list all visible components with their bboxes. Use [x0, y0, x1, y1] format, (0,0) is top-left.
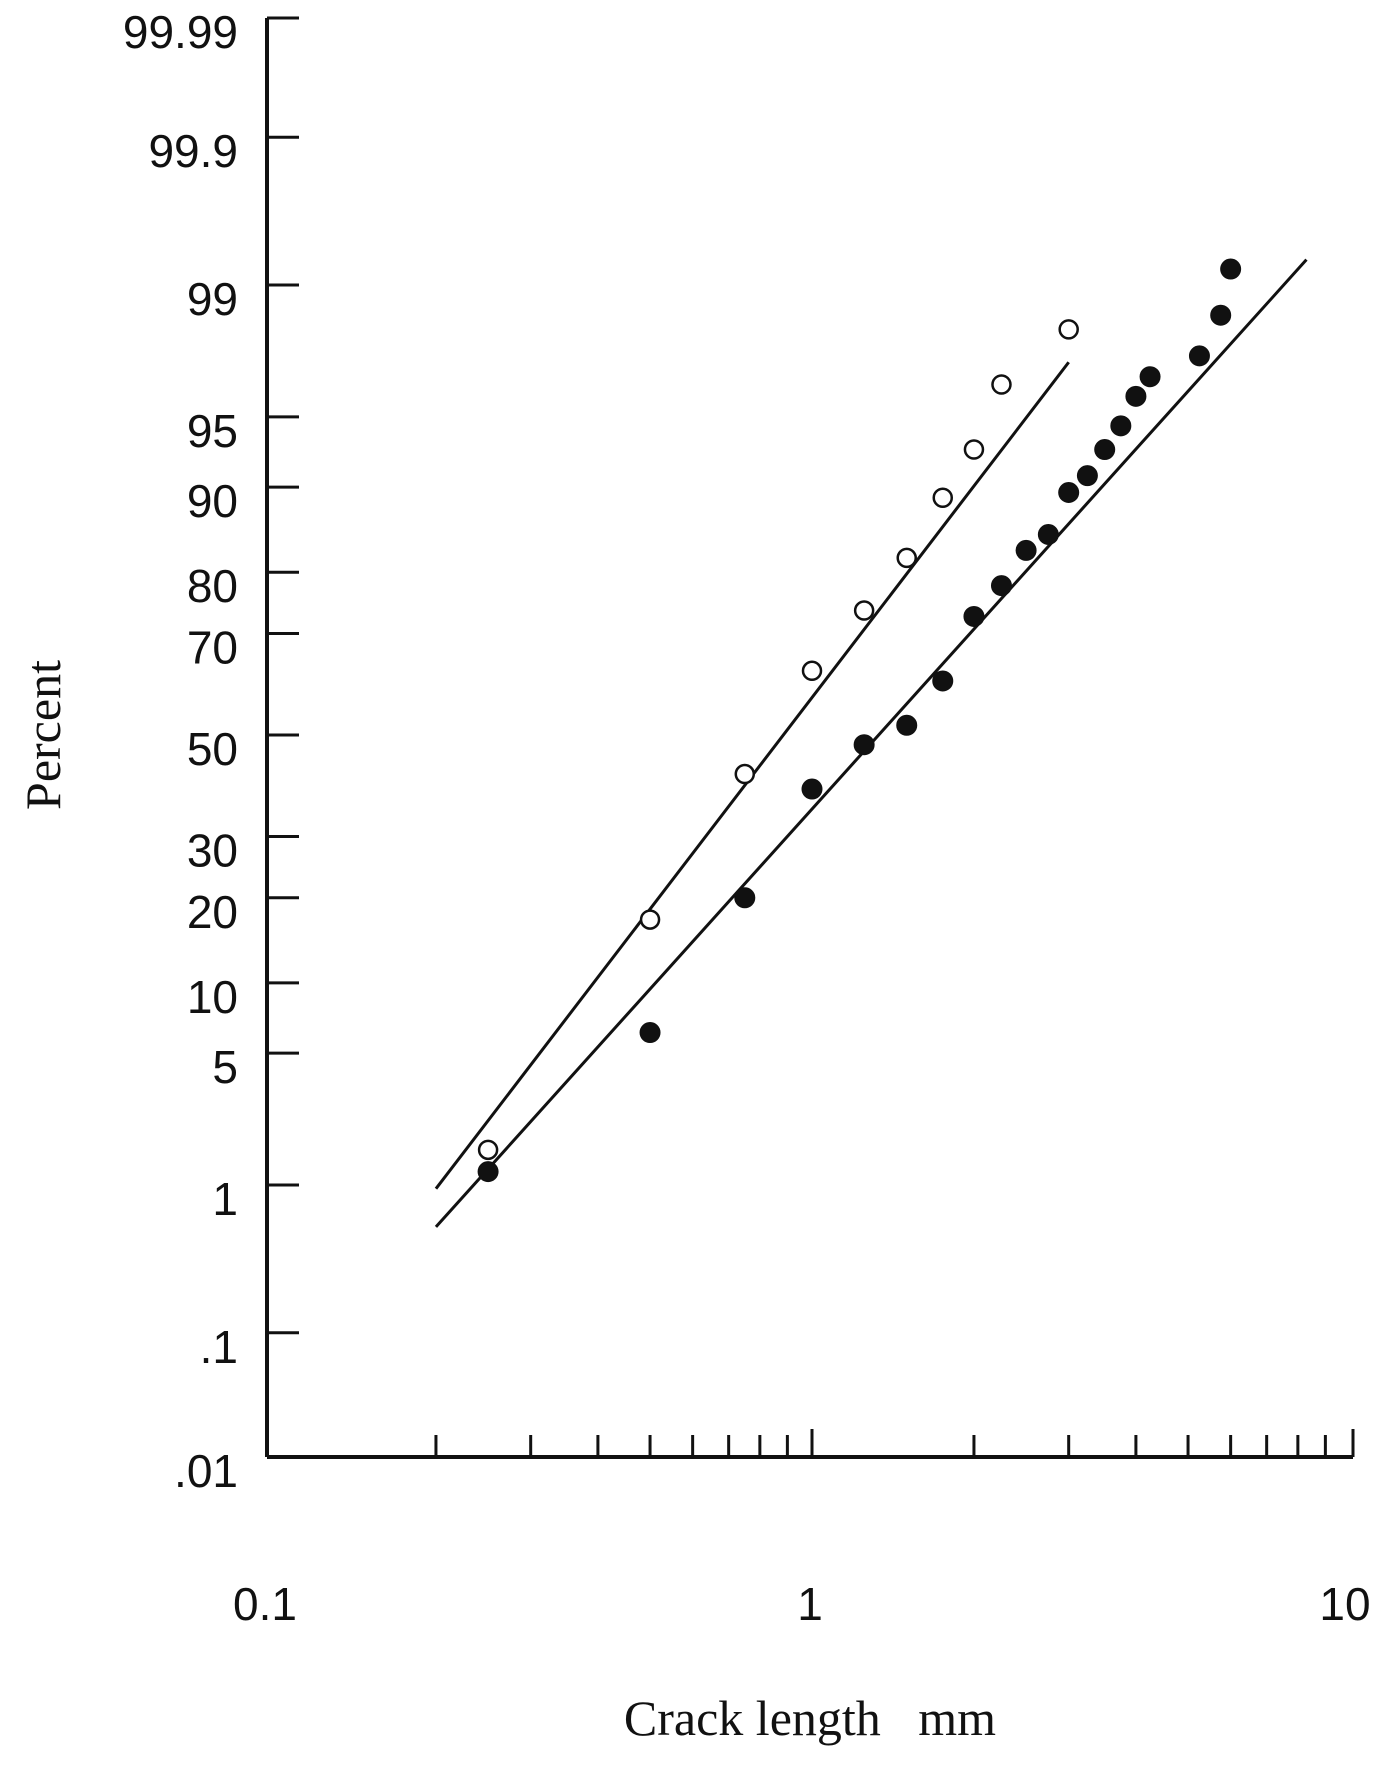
filled-data-point: [1125, 385, 1147, 407]
x-tick-label: 0.1: [233, 1578, 297, 1630]
y-tick-label: 20: [187, 886, 238, 938]
filled-data-point: [1220, 258, 1242, 280]
y-tick-label: 99.9: [148, 125, 238, 177]
y-tick-label: 80: [187, 560, 238, 612]
open-data-point: [477, 1139, 499, 1161]
open-data-point: [963, 439, 985, 460]
y-tick-label: 95: [187, 405, 238, 457]
open-data-point: [1058, 319, 1079, 340]
filled-data-point: [990, 575, 1012, 597]
y-tick-label: 10: [187, 971, 238, 1023]
filled-data-point: [1015, 539, 1037, 561]
filled-data-point: [1139, 366, 1161, 388]
filled-data-point: [801, 778, 823, 800]
filled-data-point: [896, 714, 918, 736]
y-tick-label: .1: [200, 1321, 238, 1373]
filled-data-point: [963, 605, 985, 627]
open-data-point: [932, 487, 954, 508]
y-tick-label: 1: [212, 1173, 238, 1225]
y-tick-label: 70: [187, 622, 238, 674]
filled-data-point: [1076, 465, 1098, 487]
filled-data-point: [1110, 415, 1132, 437]
y-tick-label: 30: [187, 824, 238, 876]
filled-data-point: [1037, 524, 1059, 546]
open-data-point: [991, 374, 1012, 395]
y-tick-labels: 99.99 99.9 99 95 90 80 70 50 30 20 10 5 1 .1 .01: [123, 6, 238, 1497]
x-tick-label: 10: [1319, 1578, 1370, 1630]
open-data-point: [853, 600, 875, 621]
filled-data-point: [932, 670, 954, 692]
y-tick-label: 5: [212, 1041, 238, 1093]
y-tick-label: 99: [187, 273, 238, 325]
open-data-point: [639, 909, 661, 930]
open-data-point: [801, 660, 823, 682]
open-data-point: [734, 763, 756, 785]
axes: [265, 16, 1355, 1459]
filled-data-point: [477, 1161, 499, 1183]
filled-data-point: [1058, 482, 1080, 504]
filled-data-point: [639, 1022, 661, 1044]
x-tick-label: 1: [797, 1578, 823, 1630]
filled-data-point: [1094, 439, 1116, 461]
x-tick-labels: 0.1 1 10: [233, 1578, 1371, 1630]
y-tick-label: 50: [187, 723, 238, 775]
y-axis-title: Percent: [15, 660, 71, 810]
y-tick-label: 90: [187, 475, 238, 527]
data-points: [477, 258, 1242, 1183]
y-tick-label: 99.99: [123, 6, 238, 58]
y-tick-label: .01: [174, 1445, 238, 1497]
filled-data-point: [1188, 345, 1210, 367]
filled-data-point: [1210, 304, 1232, 326]
x-axis-title: Crack length mm: [624, 1690, 996, 1746]
filled-data-point: [734, 887, 756, 909]
open-data-point: [896, 547, 917, 569]
filled-data-point: [853, 734, 875, 756]
